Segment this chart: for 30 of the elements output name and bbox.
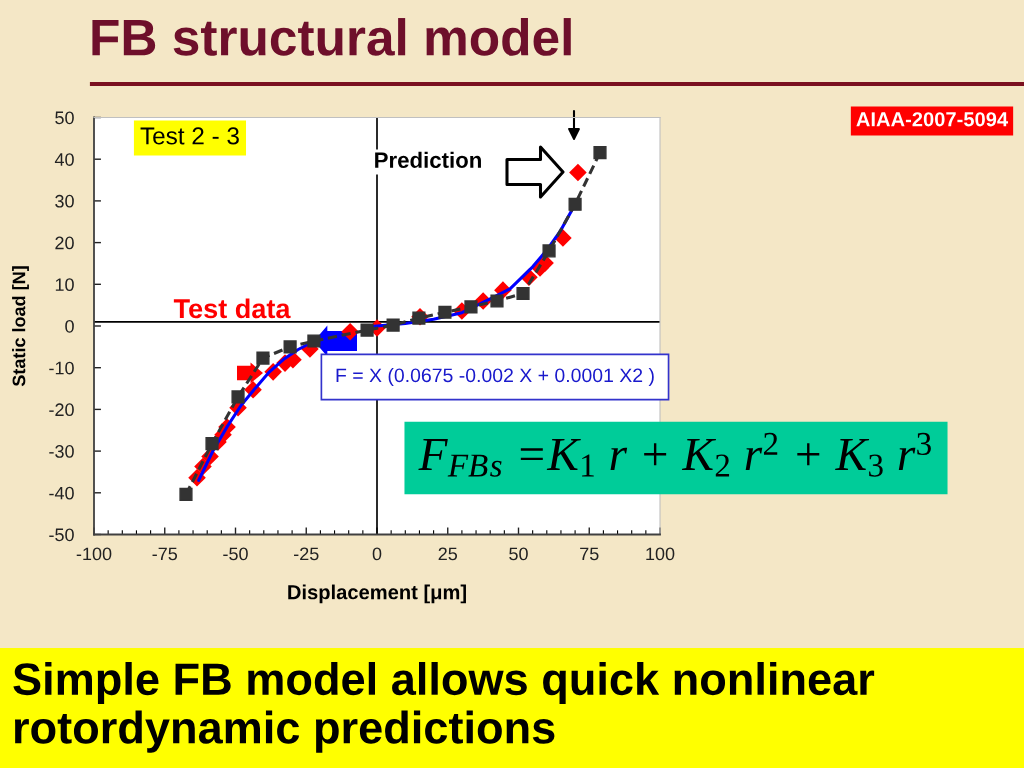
chart-title: FB structural model	[92, 18, 571, 56]
text: F$_{FBs}$ =K$_{1}$ r + K$_{2}$ r$^{2}$ + K$_{3}$ r$^{3}$	[418, 432, 931, 477]
x-axis-title: Displacement [μm]	[288, 584, 466, 604]
y-tick-label: -10	[49, 361, 74, 375]
y-tick-label: -20	[49, 403, 74, 417]
x-tick-label: 100	[646, 547, 675, 561]
y-tick-label: 50	[55, 111, 74, 125]
x-tick-label: 0	[372, 547, 382, 561]
annotation: Prediction	[375, 151, 481, 168]
x-tick-label: -75	[152, 547, 178, 561]
y-tick-label: 0	[65, 319, 74, 333]
annotation: Test 2 - 3	[140, 127, 239, 145]
text: AIAA-2007-5094	[856, 112, 1009, 127]
x-tick-label: -100	[76, 547, 112, 561]
annotation: F = X (0.0675 -0.002 X + 0.0001 X2 )	[336, 367, 654, 387]
y-tick-label: -30	[49, 445, 74, 458]
y-tick-label: -50	[49, 528, 74, 542]
x-tick-label: -25	[294, 547, 319, 561]
x-tick-label: 50	[509, 547, 528, 561]
y-tick-label: 30	[55, 194, 74, 208]
y-tick-label: 10	[55, 278, 74, 292]
x-tick-label: 75	[580, 547, 599, 561]
x-tick-label: -50	[223, 547, 248, 561]
y-axis-title: Static load [N]	[12, 266, 29, 387]
annotation: Test data	[173, 298, 291, 319]
text: Simple FB model allows quick nonlinear rotordynamic predictions	[13, 662, 875, 753]
y-tick-label: -40	[49, 486, 74, 500]
x-tick-label: 25	[438, 547, 458, 561]
y-tick-label: 20	[55, 236, 74, 250]
y-tick-label: 40	[54, 153, 74, 166]
